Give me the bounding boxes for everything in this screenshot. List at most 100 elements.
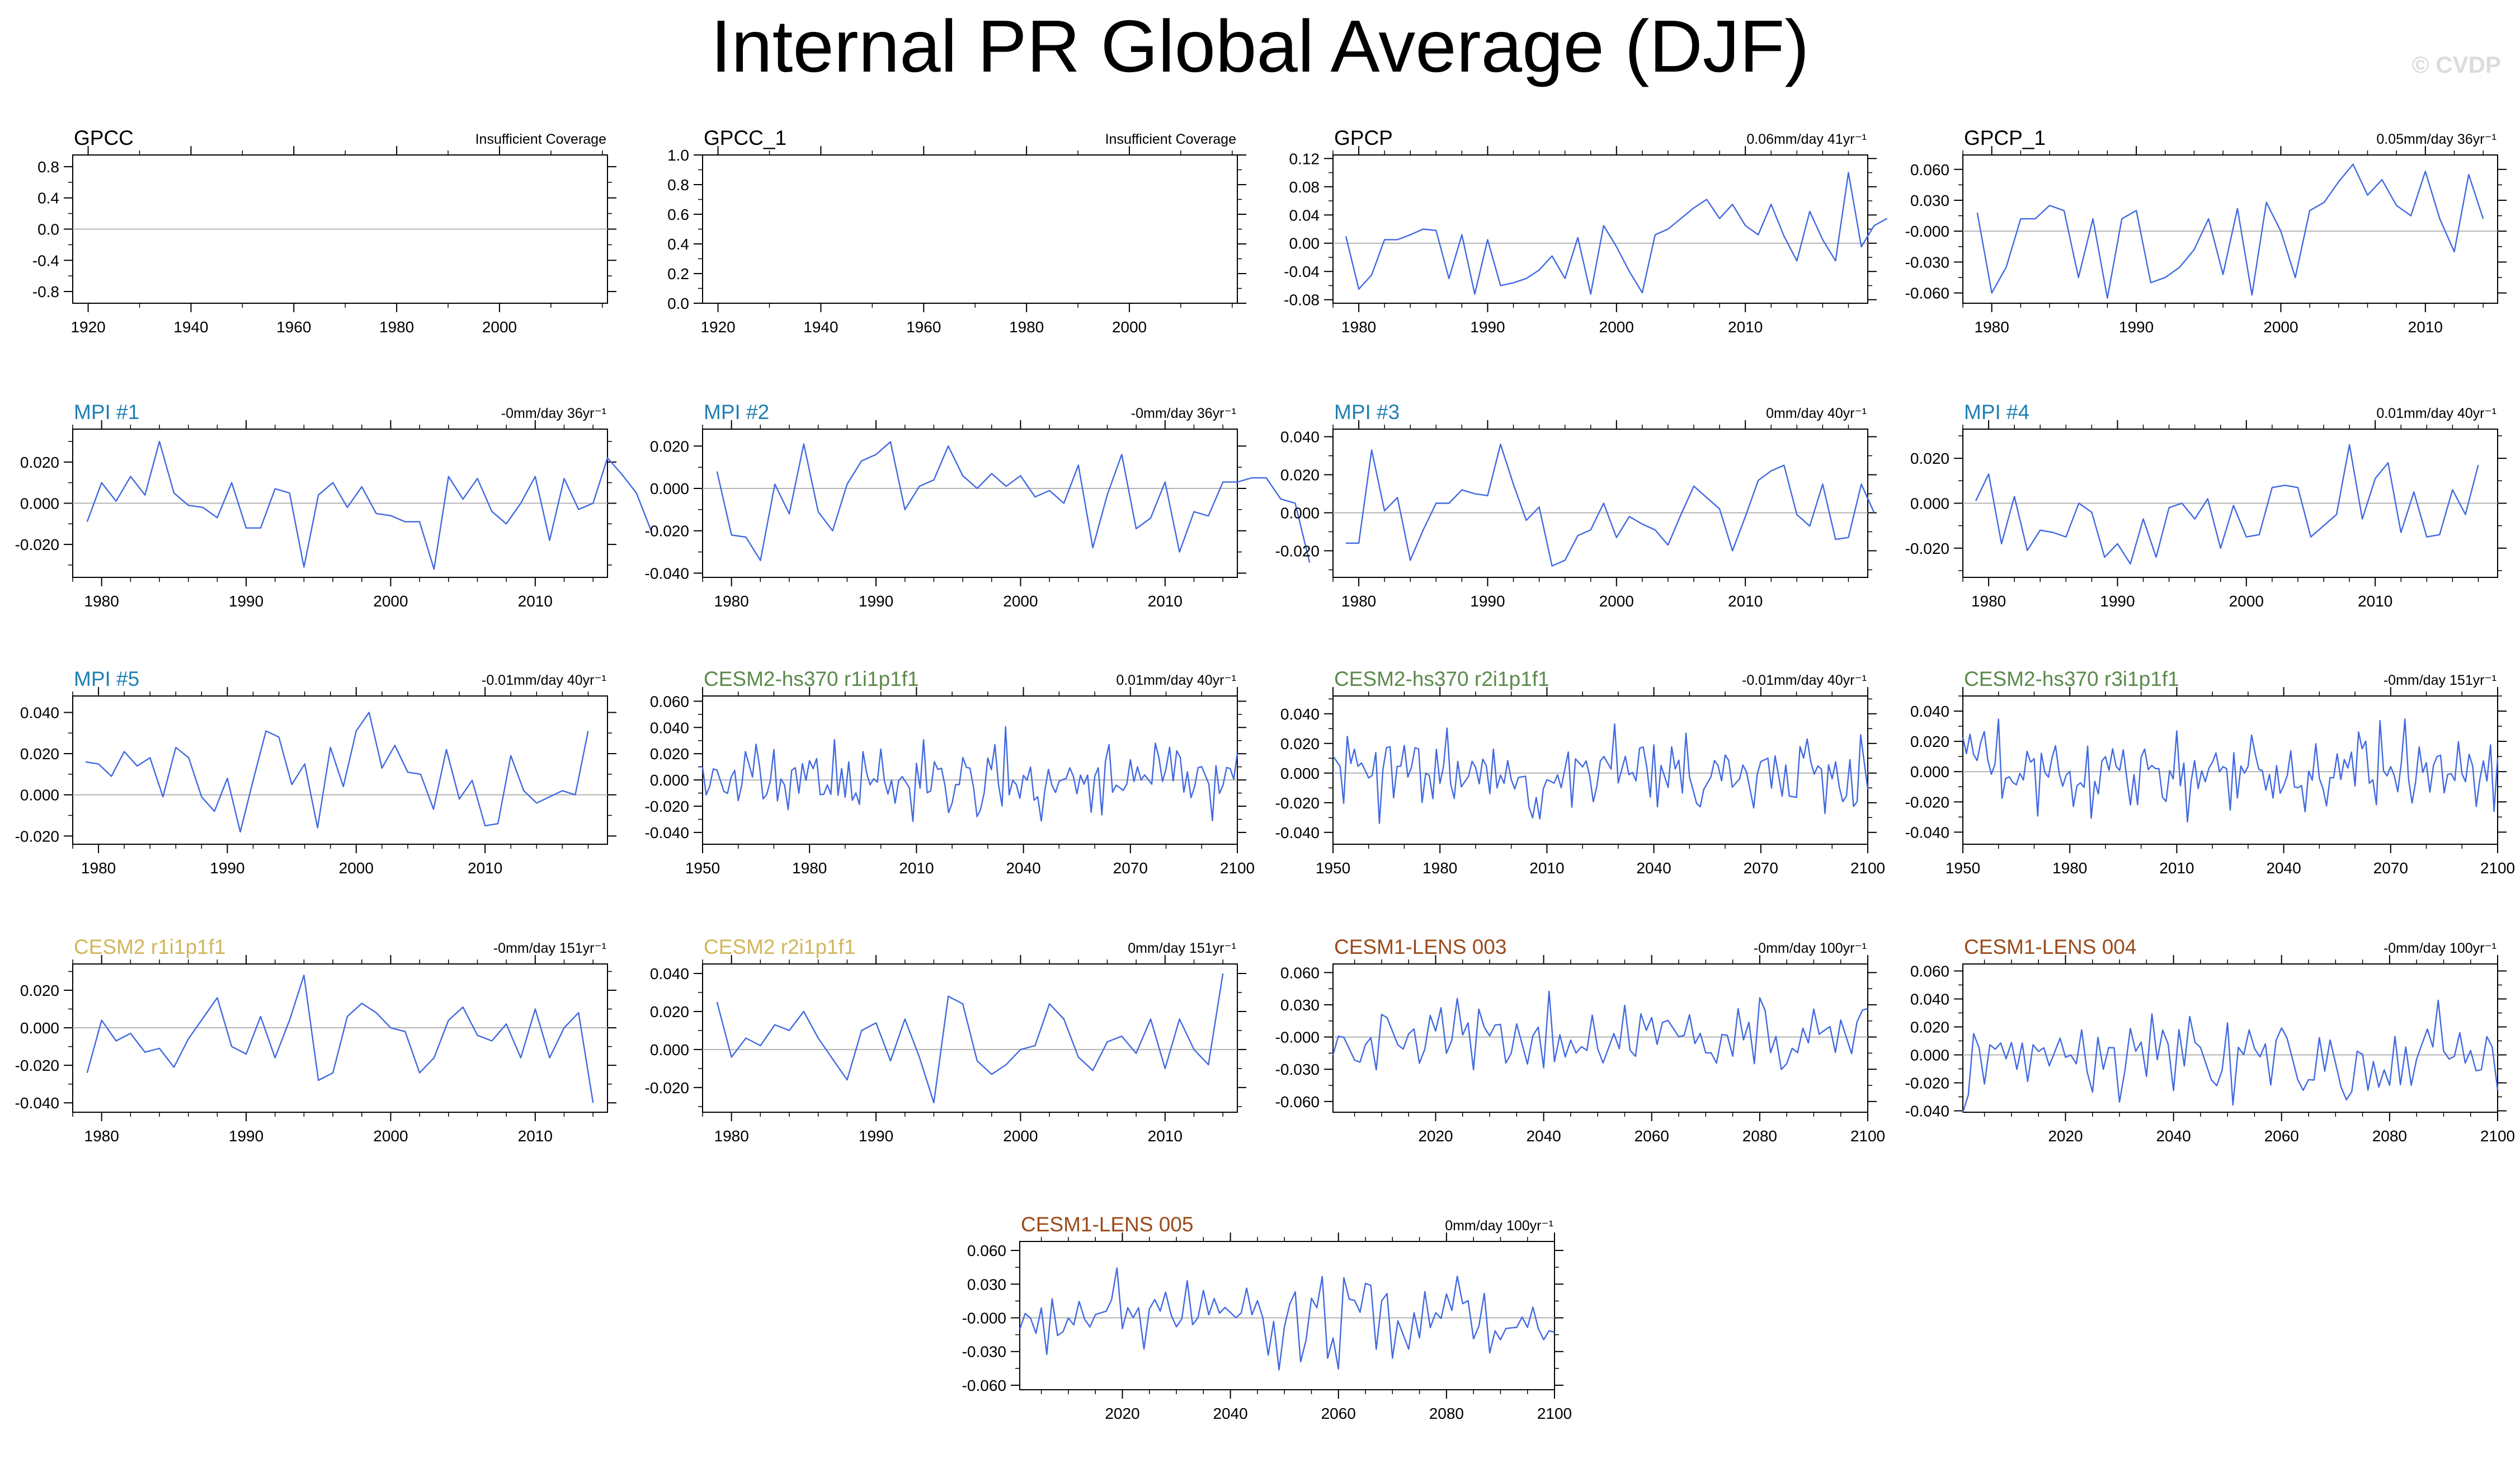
x-tick-label: 2100 [1850, 859, 1885, 877]
x-tick-label: 2070 [1113, 859, 1148, 877]
y-tick-label: 0.020 [20, 745, 59, 763]
x-tick-label: 2010 [518, 592, 553, 610]
panel-title: MPI #3 [1334, 401, 1400, 424]
series-line [1332, 990, 1868, 1071]
y-tick-label: -0.020 [15, 827, 59, 845]
y-tick-label: 0.000 [20, 1019, 59, 1037]
panel-title: MPI #2 [704, 401, 769, 424]
x-tick-label: 2010 [1529, 859, 1564, 877]
x-tick-label: 2040 [1006, 859, 1040, 877]
x-tick-label: 1990 [229, 1127, 263, 1145]
y-tick-label: 0.000 [1280, 504, 1320, 521]
y-tick-label: 0.020 [650, 438, 689, 455]
y-tick-label: -0.040 [1905, 1103, 1949, 1120]
plot-frame [1332, 695, 1868, 845]
panel-cesm2-hs370-r2i1p1f1: CESM2-hs370 r2i1p1f1 -0.01mm/day 40yr⁻¹ 19… [1275, 667, 1886, 877]
y-tick-label: -0.020 [1905, 793, 1949, 811]
panel-title: GPCC_1 [704, 126, 786, 149]
x-tick-label: 2080 [1742, 1127, 1777, 1145]
y-tick-label: 0.000 [1910, 763, 1949, 780]
x-tick-label: 2010 [2408, 318, 2443, 336]
y-tick-label: 0.0 [667, 295, 689, 312]
x-tick-label: 1980 [1009, 318, 1044, 336]
panel-title: CESM1-LENS 005 [1021, 1213, 1193, 1236]
y-tick-label: 0.040 [1280, 705, 1320, 723]
panel-mpi-4: MPI #4 0.01mm/day 40yr⁻¹ 1980 1990 2000 2010 -… [1905, 401, 2507, 610]
panel-stat: 0mm/day 40yr⁻¹ [1766, 406, 1867, 421]
panel-gpcp: GPCP 0.06mm/day 41yr⁻¹ 1980 1990 2000 2010 -0.… [1284, 126, 1888, 336]
panel-title: GPCC [74, 126, 134, 149]
y-tick-label: -0.000 [1275, 1029, 1320, 1046]
x-tick-label: 2040 [2156, 1127, 2191, 1145]
panel-title: CESM2-hs370 r2i1p1f1 [1334, 667, 1549, 690]
y-tick-label: -0.020 [1905, 540, 1949, 557]
y-tick-label: 0.040 [650, 719, 689, 736]
y-tick-label: 0.060 [1280, 964, 1320, 981]
panel-title: CESM2-hs370 r3i1p1f1 [1964, 667, 2179, 690]
x-tick-label: 1990 [2100, 592, 2135, 610]
x-tick-label: 1950 [1316, 859, 1350, 877]
y-tick-label: -0.020 [645, 798, 689, 815]
x-tick-label: 1980 [84, 1127, 119, 1145]
x-tick-label: 2040 [1636, 859, 1671, 877]
plot-frame [1332, 154, 1868, 304]
panel-title: MPI #1 [74, 401, 139, 424]
x-tick-label: 1960 [906, 318, 941, 336]
panel-mpi-2: MPI #2 -0mm/day 36yr⁻¹ 1980 1990 2000 2010 -0.… [645, 401, 1311, 610]
panel-mpi-3: MPI #3 0mm/day 40yr⁻¹ 1980 1990 2000 2010 -0.0… [1275, 401, 1877, 610]
x-tick-label: 2010 [1148, 592, 1183, 610]
x-tick-label: 1980 [1975, 318, 2009, 336]
panel-cesm2-r2i1p1f1: CESM2 r2i1p1f1 0mm/day 151yr⁻¹ 1980 1990 200… [645, 935, 1246, 1145]
x-tick-label: 2040 [2266, 859, 2301, 877]
series-line [1976, 163, 2484, 299]
series-line [1332, 723, 1869, 824]
panel-title: MPI #5 [74, 667, 139, 690]
y-tick-label: 0.060 [650, 693, 689, 710]
y-tick-label: 0.000 [650, 772, 689, 789]
panel-stat: Insufficient Coverage [475, 131, 606, 147]
panel-stat: -0.01mm/day 40yr⁻¹ [482, 672, 606, 688]
y-tick-label: 0.4 [667, 236, 689, 253]
plot-frame [72, 963, 608, 1113]
y-tick-label: 0.020 [1910, 1019, 1949, 1036]
x-tick-label: 2000 [339, 859, 374, 877]
x-tick-label: 2000 [1003, 1127, 1038, 1145]
y-tick-label: 0.000 [650, 1041, 689, 1059]
y-tick-label: 0.4 [37, 190, 59, 207]
x-tick-label: 1980 [84, 592, 119, 610]
x-tick-label: 2080 [1429, 1405, 1464, 1422]
panel-gpcp-1: GPCP_1 0.05mm/day 36yr⁻¹ 1980 1990 2000 2010 -… [1905, 126, 2507, 336]
y-tick-label: 0.020 [20, 982, 59, 999]
panel-stat: -0mm/day 36yr⁻¹ [1131, 406, 1236, 421]
series-line [701, 726, 1238, 822]
x-tick-label: 1980 [1422, 859, 1457, 877]
x-tick-label: 2000 [482, 318, 517, 336]
x-tick-label: 1980 [2052, 859, 2087, 877]
x-tick-label: 2100 [2480, 859, 2515, 877]
x-tick-label: 1950 [1946, 859, 1980, 877]
series-line [1962, 718, 2499, 823]
series-line [85, 712, 589, 833]
series-line [86, 440, 652, 570]
plot-frame [1332, 429, 1868, 578]
panel-title: CESM1-LENS 004 [1964, 935, 2136, 958]
x-tick-label: 1990 [2119, 318, 2154, 336]
y-tick-label: -0.8 [32, 283, 59, 300]
plot-frame [702, 429, 1238, 578]
series-line [1975, 444, 2479, 565]
x-tick-label: 2000 [1599, 318, 1634, 336]
y-tick-label: 0.0 [37, 221, 59, 238]
panel-cesm1-lens-003: CESM1-LENS 003 -0mm/day 100yr⁻¹ 2020 2040 20… [1275, 935, 1886, 1145]
plot-frame [1962, 963, 2498, 1113]
y-tick-label: 0.020 [1280, 467, 1320, 484]
x-tick-label: 2000 [1003, 592, 1038, 610]
y-tick-label: 0.020 [650, 1003, 689, 1020]
x-tick-label: 2100 [1220, 859, 1255, 877]
y-tick-label: 0.030 [1280, 996, 1320, 1014]
x-tick-label: 2010 [2159, 859, 2194, 877]
x-tick-label: 2010 [518, 1127, 553, 1145]
x-tick-label: 2020 [1105, 1405, 1139, 1422]
x-tick-label: 1990 [210, 859, 244, 877]
panel-stat: -0mm/day 100yr⁻¹ [2384, 940, 2497, 956]
x-tick-label: 1990 [859, 1127, 893, 1145]
